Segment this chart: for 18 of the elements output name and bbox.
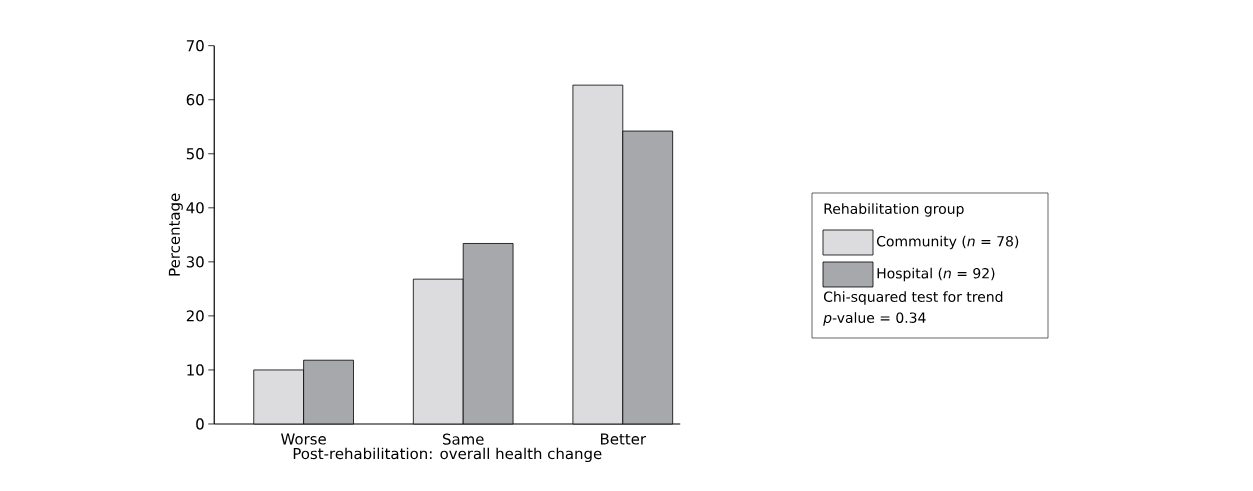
- x-tick-label: Better: [601, 433, 647, 445]
- legend-label: Community (n = 78): [876, 235, 1019, 250]
- x-tick-label: Same: [442, 433, 484, 445]
- legend-label: Hospital (n = 92): [877, 267, 995, 282]
- y-tick-label: 20: [186, 310, 204, 322]
- text: p-value = 0.34: [823, 312, 926, 326]
- legend-title: Rehabilitation group: [824, 203, 964, 217]
- y-axis-title: Percentage: [168, 193, 183, 276]
- text: Chi-squared test for trend: [823, 291, 1003, 305]
- y-tick-label: 40: [186, 202, 204, 214]
- y-tick-label: 50: [186, 148, 204, 160]
- y-tick-label: 70: [186, 40, 204, 52]
- y-tick-label: 0: [196, 418, 204, 430]
- y-tick-label: 30: [186, 256, 204, 268]
- y-tick-label: 10: [187, 364, 204, 376]
- x-tick-label: Worse: [281, 433, 326, 445]
- y-tick-label: 60: [186, 94, 204, 106]
- x-axis-title: Post-rehabilitation: overall health change: [293, 447, 602, 463]
